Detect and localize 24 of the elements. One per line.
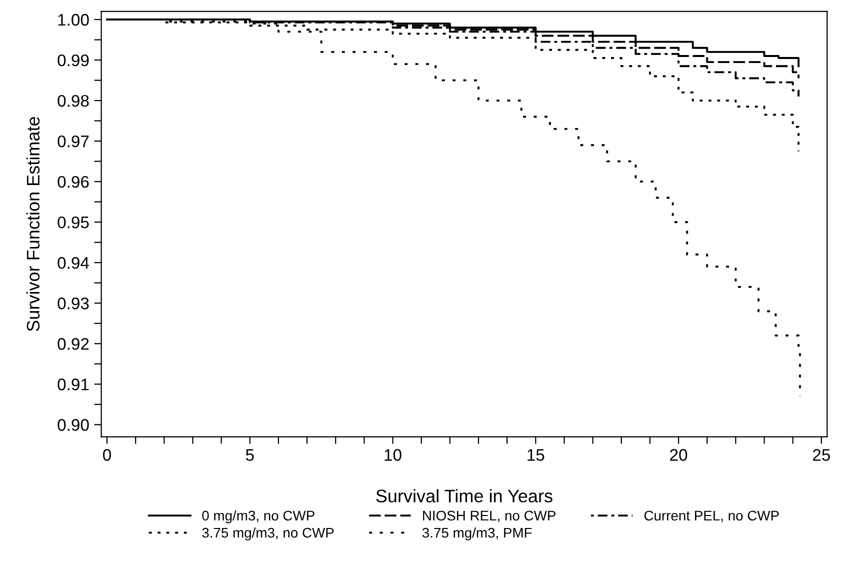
y-tick-label: 0.92 [58, 338, 89, 350]
y-tick-label: 0.93 [58, 298, 89, 310]
x-tick-label: 20 [670, 449, 688, 461]
x-tick-label: 5 [246, 449, 254, 461]
x-tick-label: 15 [528, 449, 544, 461]
y-axis-title: Survivor Function Estimate [26, 117, 40, 332]
x-tick-label: 0 [103, 449, 111, 461]
y-tick-label: 0.90 [58, 419, 89, 431]
y-tick-label: 0.96 [58, 176, 89, 188]
y-tick-label: 0.97 [58, 135, 89, 148]
legend-label: 3.75 mg/m3, no CWP [202, 527, 334, 540]
y-tick-label: 0.91 [58, 378, 89, 390]
y-tick-label: 0.99 [58, 54, 89, 66]
y-tick-label: 0.98 [58, 94, 89, 107]
x-axis-title: Survival Time in Years [376, 489, 552, 502]
x-tick-label: 25 [812, 449, 830, 461]
legend-label: 3.75 mg/m3, PMF [422, 527, 532, 540]
y-tick-label: 1.00 [58, 14, 89, 26]
x-tick-label: 10 [384, 449, 402, 461]
y-tick-label: 0.94 [58, 257, 89, 269]
y-tick-label: 0.95 [58, 216, 89, 228]
legend-label: Current PEL, no CWP [644, 510, 779, 522]
legend-label: 0 mg/m3, no CWP [202, 510, 314, 524]
legend-label: NIOSH REL, no CWP [423, 510, 556, 522]
